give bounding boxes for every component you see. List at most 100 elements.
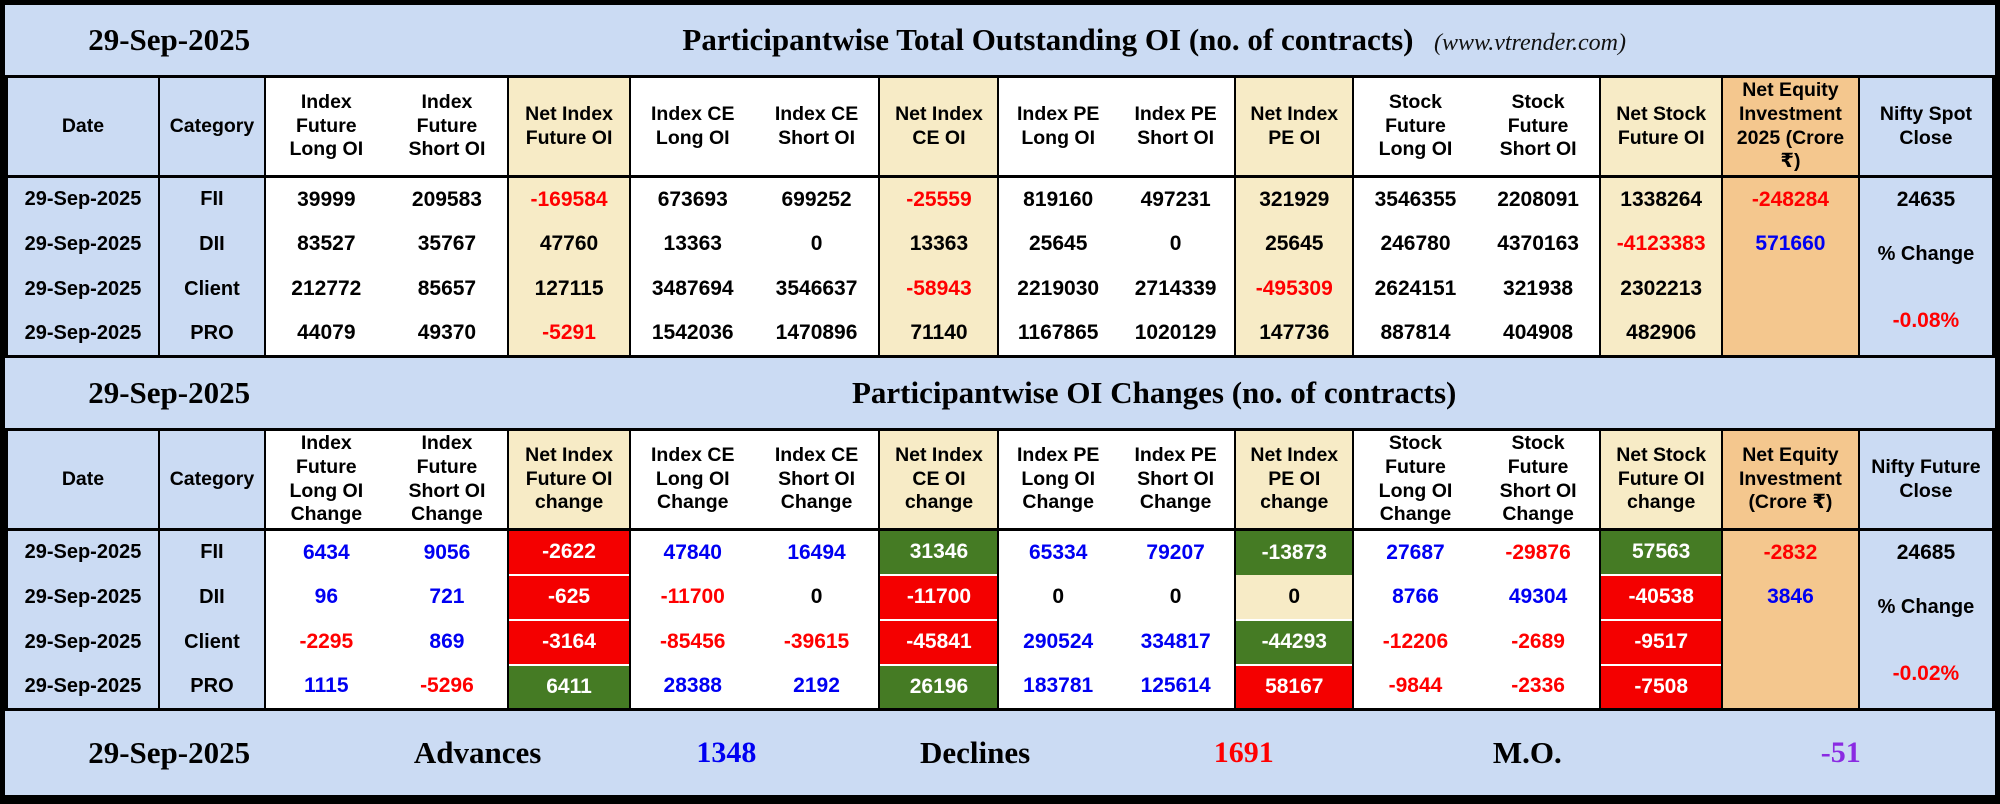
value-cell: 125614 (1116, 664, 1236, 710)
value-cell: -29876 (1476, 529, 1601, 575)
value-cell: 2192 (754, 664, 880, 710)
oi-changes-title: Participantwise OI Changes (no. of contr… (851, 375, 1457, 410)
value-cell: 0 (1116, 574, 1236, 620)
value-cell: 0 (997, 574, 1117, 620)
net-equity-cell: 571660 (1720, 221, 1859, 267)
category-cell: FII (157, 176, 266, 222)
value-cell: 49370 (386, 311, 509, 357)
column-header: Stock Future Long OI Change (1352, 429, 1477, 531)
value-cell: -495309 (1234, 266, 1354, 312)
value-cell: -39615 (754, 619, 880, 665)
column-header: Net Stock Future OI change (1599, 429, 1722, 531)
value-cell: 6434 (264, 529, 387, 575)
value-cell: 79207 (1116, 529, 1236, 575)
value-cell: 35767 (386, 221, 509, 267)
value-cell: 404908 (1476, 311, 1601, 357)
value-cell: -9517 (1599, 618, 1722, 665)
value-cell: 39999 (264, 176, 387, 222)
column-header: Net Index CE OI change (878, 429, 999, 531)
value-cell: -169584 (507, 176, 630, 222)
date-cell: 29-Sep-2025 (5, 266, 159, 312)
net-equity-cell (1720, 266, 1859, 357)
column-header: Date (5, 76, 159, 178)
value-cell: 16494 (754, 529, 880, 575)
value-cell: 497231 (1116, 176, 1236, 222)
oi-changes-header: 29-Sep-2025 Participantwise OI Changes (… (5, 358, 1995, 428)
table-row: 29-Sep-2025 PRO 1115 -5296 6411 28388 2192 2619… (5, 663, 1994, 710)
value-cell: 13363 (628, 221, 755, 267)
table-row: 29-Sep-2025 DII 96 721 -625 -11700 0 -11700 0 0 0 8… (5, 573, 1994, 710)
value-cell: 887814 (1352, 311, 1477, 357)
value-cell: 2624151 (1352, 266, 1477, 312)
column-header: Index Future Long OI Change (264, 429, 387, 531)
column-header: Nifty Future Close (1857, 429, 1994, 531)
value-cell: 0 (754, 221, 880, 267)
column-header: Index CE Short OI Change (754, 429, 880, 531)
value-cell: 2302213 (1599, 266, 1722, 312)
value-cell: 1470896 (754, 311, 880, 357)
value-cell: 673693 (628, 176, 755, 222)
table-row: 29-Sep-2025 Client 212772 85657 127115 348769… (5, 266, 1994, 357)
category-cell: DII (157, 574, 266, 620)
outstanding-oi-table: Date Category Index Future Long OI Index Fu… (5, 75, 1995, 358)
value-cell: -85456 (628, 619, 755, 665)
date-cell: 29-Sep-2025 (5, 574, 159, 620)
column-header: Net Equity Investment 2025 (Crore ₹) (1720, 76, 1859, 178)
value-cell: -25559 (878, 176, 999, 222)
value-cell: 9056 (386, 529, 509, 575)
category-cell: Client (157, 619, 266, 665)
value-cell: 0 (1234, 574, 1354, 620)
header-row: Date Category Index Future Long OI Index Fu… (5, 76, 1994, 178)
value-cell: 0 (754, 574, 880, 620)
column-header: Index Future Long OI (264, 76, 387, 178)
date-cell: 29-Sep-2025 (5, 664, 159, 710)
value-cell: 127115 (507, 266, 630, 312)
value-cell: 47760 (507, 221, 630, 267)
value-cell: 27687 (1352, 529, 1477, 575)
column-header: Stock Future Long OI (1352, 76, 1477, 178)
value-cell: -4123383 (1599, 221, 1722, 267)
net-equity-cell: 3846 (1720, 574, 1859, 620)
value-cell: 212772 (264, 266, 387, 312)
value-cell: -9844 (1352, 664, 1477, 710)
pct-change-cell: % Change -0.02% (1857, 574, 1994, 710)
pct-change-label: % Change (1877, 243, 1975, 266)
pct-change-cell: % Change -0.08% (1857, 221, 1994, 357)
value-cell: -3164 (507, 618, 630, 665)
value-cell: 85657 (386, 266, 509, 312)
value-cell: 25645 (997, 221, 1117, 267)
value-cell: -2622 (507, 528, 630, 575)
value-cell: -2689 (1476, 619, 1601, 665)
value-cell: 47840 (628, 529, 755, 575)
table-row: 29-Sep-2025 PRO 44079 49370 -5291 1542036 1470… (5, 311, 1994, 357)
value-cell: -2295 (264, 619, 387, 665)
column-header: Nifty Spot Close (1857, 76, 1994, 178)
net-equity-cell: -2832 (1720, 529, 1859, 575)
value-cell: 57563 (1599, 528, 1722, 575)
value-cell: 699252 (754, 176, 880, 222)
column-header: Net Index CE OI (878, 76, 999, 178)
column-header: Index CE Long OI Change (628, 429, 755, 531)
value-cell: -58943 (878, 266, 999, 312)
column-header: Index PE Long OI (997, 76, 1117, 178)
value-cell: 3546355 (1352, 176, 1477, 222)
column-header: Date (5, 429, 159, 531)
table-row: 29-Sep-2025 FII 39999 209583 -169584 673693 69… (5, 176, 1994, 222)
value-cell: -44293 (1234, 618, 1354, 665)
value-cell: 1020129 (1116, 311, 1236, 357)
column-header: Net Index Future OI change (507, 429, 630, 531)
value-cell: 2219030 (997, 266, 1117, 312)
report-date: 29-Sep-2025 (88, 22, 251, 57)
value-cell: -13873 (1234, 528, 1354, 575)
value-cell: 246780 (1352, 221, 1477, 267)
pct-change-value: -0.08% (1892, 309, 1960, 333)
net-equity-cell: -248284 (1720, 176, 1859, 222)
value-cell: 31346 (878, 528, 999, 575)
value-cell: 49304 (1476, 574, 1601, 620)
declines-value: 1691 (1213, 736, 1274, 769)
value-cell: 3487694 (628, 266, 755, 312)
net-equity-cell (1720, 619, 1859, 710)
value-cell: 8766 (1352, 574, 1477, 620)
value-cell: 44079 (264, 311, 387, 357)
